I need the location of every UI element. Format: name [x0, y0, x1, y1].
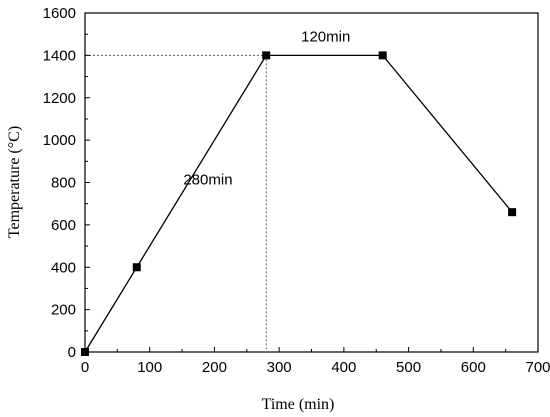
- data-point: [378, 51, 387, 60]
- y-tick-label: 1000: [43, 132, 76, 149]
- data-point: [132, 263, 141, 272]
- x-axis-title: Time (min): [262, 396, 335, 413]
- x-tick-label: 700: [525, 359, 550, 376]
- y-tick-label: 0: [68, 344, 76, 361]
- y-axis-title: Temperature (°C): [6, 126, 23, 238]
- y-tick-label: 800: [51, 175, 76, 192]
- x-tick-label: 600: [461, 359, 486, 376]
- series-line: [84, 54, 513, 353]
- y-tick-label: 600: [51, 217, 76, 234]
- x-tick-label: 400: [331, 359, 356, 376]
- x-tick-label: 200: [202, 359, 227, 376]
- x-tick-label: 300: [267, 359, 292, 376]
- y-tick-label: 200: [51, 302, 76, 319]
- x-tick-label: 100: [137, 359, 162, 376]
- annotation-label: 120min: [301, 29, 350, 46]
- y-tick-label: 400: [51, 259, 76, 276]
- x-tick-label: 0: [81, 359, 89, 376]
- annotation-label: 280min: [183, 172, 232, 189]
- data-point: [508, 208, 517, 217]
- y-tick-label: 1600: [43, 5, 76, 22]
- data-point: [262, 51, 271, 60]
- y-tick-label: 1400: [43, 47, 76, 64]
- plot-frame: [84, 12, 539, 353]
- x-tick-label: 500: [396, 359, 421, 376]
- y-tick-label: 1200: [43, 90, 76, 107]
